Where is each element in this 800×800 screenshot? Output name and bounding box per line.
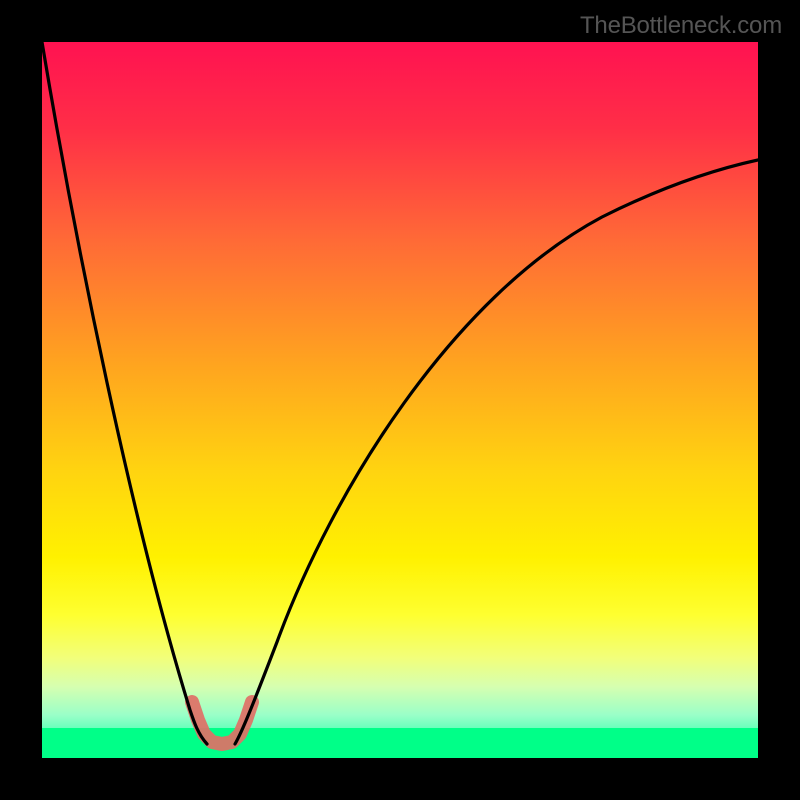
chart-svg xyxy=(42,42,758,758)
watermark-text: TheBottleneck.com xyxy=(580,12,782,40)
plot-area xyxy=(42,42,758,758)
curve-right xyxy=(235,160,758,744)
frame: TheBottleneck.com xyxy=(0,0,800,800)
curve-left xyxy=(42,42,207,744)
